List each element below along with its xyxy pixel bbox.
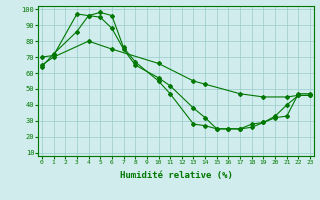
X-axis label: Humidité relative (%): Humidité relative (%): [120, 171, 232, 180]
